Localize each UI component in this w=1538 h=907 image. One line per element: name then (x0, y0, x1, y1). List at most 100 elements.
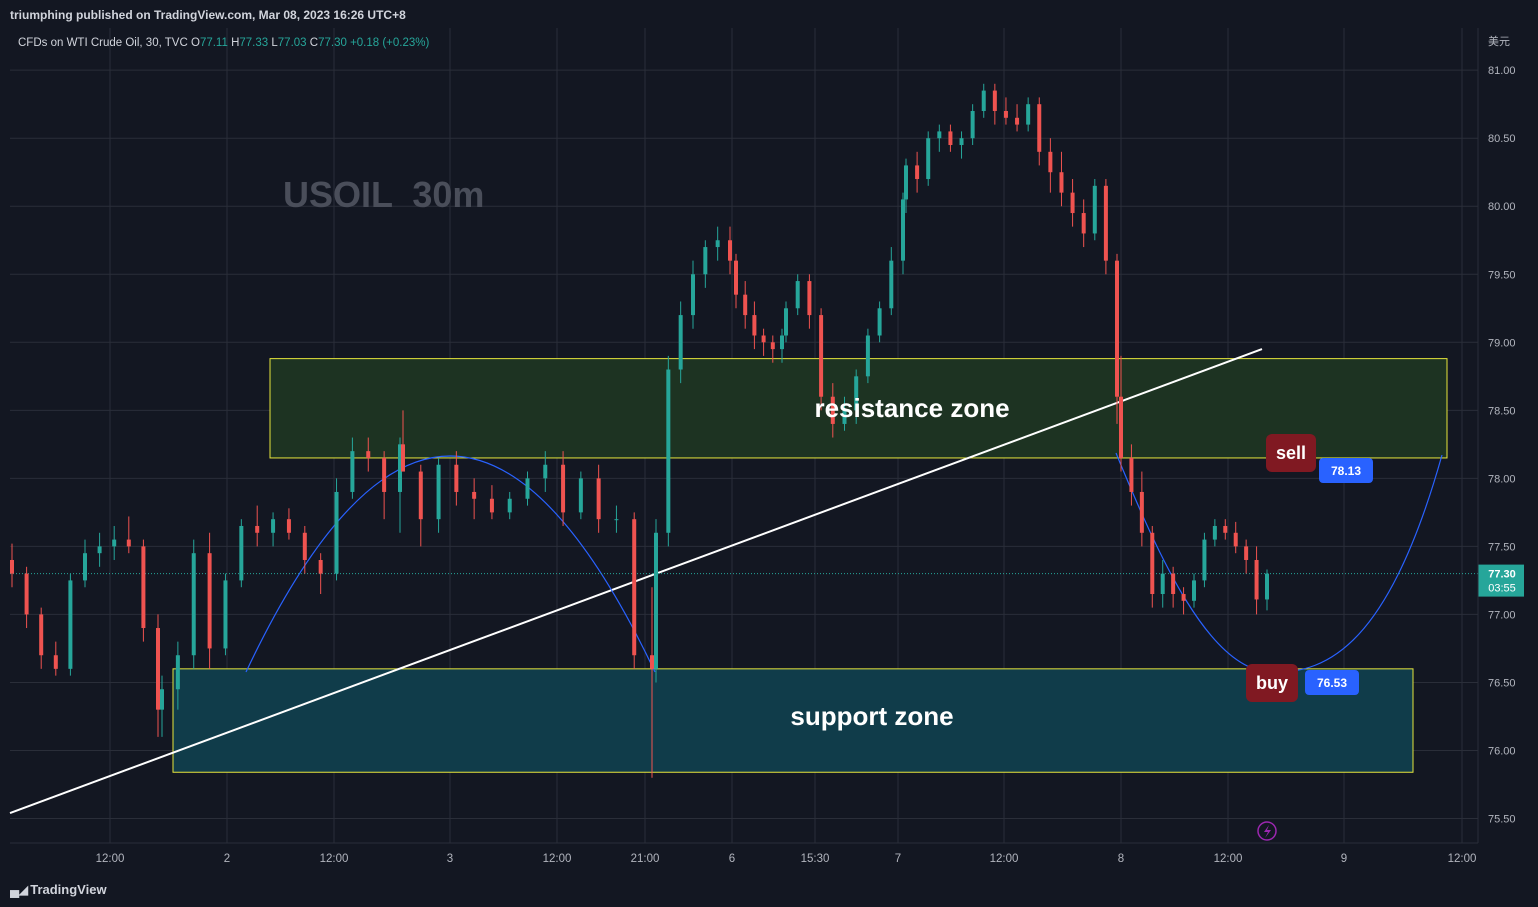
candle-body (877, 308, 882, 336)
candle (10, 543, 14, 588)
buy-signal[interactable]: buy 76.53 (1246, 664, 1359, 702)
time-tick-label: 7 (895, 853, 901, 865)
resistance-zone[interactable] (269, 358, 1448, 459)
candle-body (191, 553, 196, 656)
price-tick-label: 76.00 (1488, 745, 1516, 757)
lightning-icon-ring (1257, 821, 1277, 841)
tradingview-logo[interactable]: ▄◢ TradingView (10, 882, 107, 898)
candle-body (1081, 213, 1086, 234)
candle-body (1150, 532, 1155, 595)
candle-body (223, 580, 228, 649)
legend-symbol: CFDs on WTI Crude Oil, 30, TVC (18, 37, 188, 49)
candle (666, 355, 671, 547)
candle-body (915, 165, 920, 180)
candle-body (112, 539, 117, 547)
candle-body (1265, 573, 1269, 600)
buy-price-tag[interactable] (1305, 670, 1359, 695)
candle (418, 464, 423, 547)
candle-body (271, 519, 276, 533)
legend-o-label: O (191, 37, 200, 49)
candle-body (525, 478, 530, 499)
legend-l-value: 77.03 (278, 37, 307, 49)
lightning-icon[interactable] (1257, 821, 1277, 841)
price-axis[interactable]: 81.00 80.50 80.00 79.50 79.00 78.50 78.00 77.50… (1488, 65, 1516, 825)
candle (112, 525, 117, 560)
candle (1192, 573, 1196, 608)
candle (904, 158, 908, 214)
price-chart[interactable]: USOIL 30m resistance zone support zone sell… (0, 0, 1538, 873)
candle-body (784, 308, 788, 336)
publisher-bar: triumphing published on TradingView.com,… (0, 0, 1538, 28)
candle (743, 281, 748, 329)
candle (454, 451, 459, 506)
candle-body (728, 240, 732, 261)
candle-body (141, 546, 146, 629)
candle (937, 124, 942, 152)
candle-body (1048, 151, 1053, 173)
candle (1115, 253, 1119, 424)
candle (160, 675, 164, 737)
candle (926, 131, 931, 186)
sell-signal[interactable]: sell 78.13 (1266, 434, 1373, 483)
sell-signal-box[interactable] (1266, 434, 1316, 472)
publisher-line: triumphing published on TradingView.com,… (10, 8, 406, 22)
candle-body (901, 199, 905, 261)
candle-body (819, 315, 824, 397)
legend-text: CFDs on WTI Crude Oil, 30, TVC O77.11 H7… (18, 37, 430, 49)
candle-body (650, 655, 654, 669)
candle-body (436, 464, 441, 520)
candle-body (286, 519, 291, 533)
candle-body (926, 138, 931, 180)
candle-body (83, 553, 87, 581)
candle (959, 131, 964, 159)
candle (302, 525, 307, 574)
candle-body (1244, 546, 1249, 560)
time-tick-label: 15:30 (801, 853, 830, 865)
candle (1119, 355, 1123, 472)
candle-body (1103, 185, 1108, 261)
candle (24, 566, 29, 629)
candle-body (970, 110, 975, 139)
candle-body (24, 573, 29, 615)
buy-signal-box[interactable] (1246, 664, 1298, 702)
candle-body (68, 580, 73, 669)
time-axis[interactable]: 12:00 2 12:00 3 12:00 21:00 6 15:30 7 12:00 8 12:00… (96, 853, 1477, 865)
candle-body (366, 451, 371, 458)
candle-body (382, 457, 387, 492)
lightning-icon-bolt (1264, 825, 1271, 838)
candle (596, 464, 601, 533)
candle-body (543, 464, 548, 479)
candle-body (160, 689, 164, 710)
candle-body (398, 444, 402, 492)
time-tick-label: 3 (447, 853, 453, 865)
price-tick-label: 80.00 (1488, 201, 1516, 213)
candle (1092, 179, 1097, 241)
candle-body (795, 281, 800, 309)
sell-price-tag[interactable] (1319, 458, 1373, 483)
candle (1265, 569, 1269, 611)
candle (255, 505, 260, 547)
candle-body (937, 131, 942, 139)
candle (728, 226, 732, 275)
price-tick-label: 77.00 (1488, 609, 1516, 621)
price-tick-label: 75.50 (1488, 814, 1516, 826)
candle-body (691, 274, 695, 316)
candle-body (948, 131, 953, 146)
candle (1212, 519, 1217, 547)
candle (175, 641, 180, 710)
candle (191, 539, 196, 669)
candle (865, 328, 870, 384)
overlay-layer: USOIL 30m resistance zone support zone sell… (283, 174, 1524, 841)
footer-bar: ▄◢ TradingView (0, 873, 1538, 907)
support-zone[interactable] (172, 668, 1414, 773)
candle-body (156, 628, 160, 710)
time-tick-label: 12:00 (1448, 853, 1477, 865)
legend-change: +0.18 (+0.23%) (350, 37, 429, 49)
candle-body (780, 335, 784, 350)
candle (650, 587, 654, 778)
last-price-value: 77.30 (1488, 569, 1516, 581)
candle (271, 512, 276, 547)
candle-body (981, 90, 986, 111)
candle (795, 274, 800, 316)
candle-body (334, 491, 339, 574)
